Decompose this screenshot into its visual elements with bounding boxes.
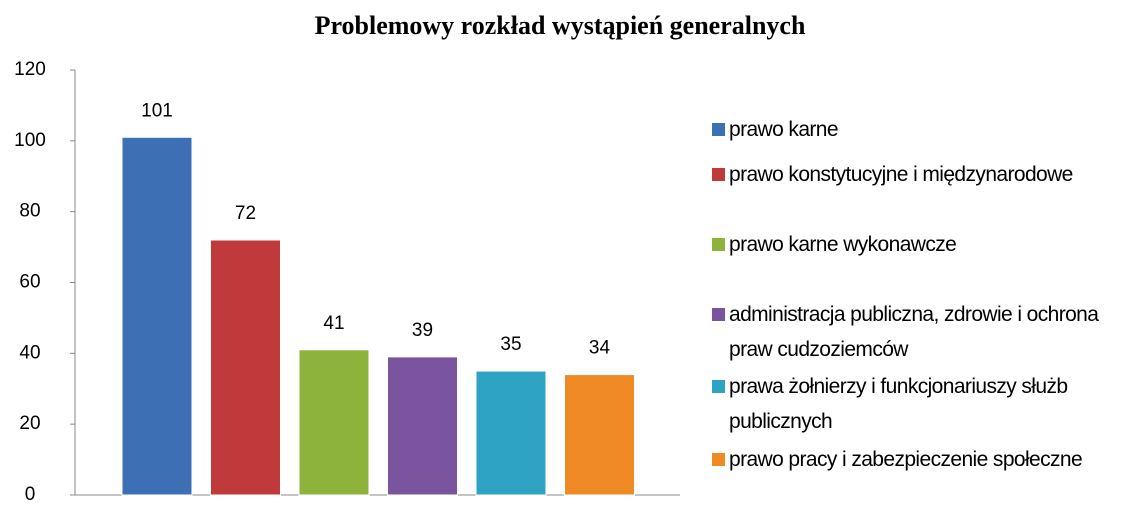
data-label: 101 bbox=[141, 100, 173, 121]
legend-item: prawa żołnierzy i funkcjonariuszy służb … bbox=[712, 369, 1122, 439]
legend-label: administracja publiczna, zdrowie i ochro… bbox=[729, 303, 1099, 361]
y-tick-label: 80 bbox=[19, 201, 40, 222]
bar bbox=[298, 349, 370, 496]
data-label: 35 bbox=[500, 334, 521, 355]
y-tick-label: 0 bbox=[25, 484, 36, 505]
legend-swatch bbox=[712, 380, 725, 393]
data-label: 34 bbox=[589, 338, 611, 359]
y-tick-label: 20 bbox=[19, 413, 40, 434]
bar bbox=[210, 239, 281, 496]
bar bbox=[564, 374, 635, 496]
legend-label: prawo pracy i zabezpieczenie społeczne bbox=[729, 448, 1083, 471]
legend-swatch bbox=[712, 238, 725, 251]
bar bbox=[121, 136, 193, 496]
legend-swatch bbox=[712, 453, 725, 466]
legend-label: prawo konstytucyjne i międzynarodowe bbox=[729, 163, 1073, 186]
y-tick-label: 40 bbox=[19, 342, 40, 363]
legend-item: prawo karne wykonawcze bbox=[712, 227, 1122, 262]
legend-item: prawo karne bbox=[712, 112, 1122, 147]
legend-label: prawo karne bbox=[729, 118, 839, 141]
legend-swatch bbox=[712, 308, 725, 321]
legend-swatch bbox=[712, 123, 725, 136]
y-tick-label: 120 bbox=[14, 59, 46, 80]
legend-label: prawa żołnierzy i funkcjonariuszy służb … bbox=[729, 375, 1068, 433]
bar bbox=[475, 370, 547, 496]
legend-label: prawo karne wykonawcze bbox=[729, 233, 957, 256]
legend-item: prawo pracy i zabezpieczenie społeczne bbox=[712, 442, 1122, 477]
y-tick-label: 60 bbox=[19, 272, 40, 293]
data-label: 39 bbox=[412, 320, 433, 341]
legend-swatch bbox=[712, 168, 725, 181]
data-label: 41 bbox=[323, 313, 344, 334]
legend-item: prawo konstytucyjne i międzynarodowe bbox=[712, 157, 1122, 192]
data-label: 72 bbox=[235, 203, 256, 224]
bar bbox=[387, 356, 458, 496]
chart-title: Problemowy rozkład wystąpień generalnych bbox=[315, 11, 806, 40]
y-tick-label: 100 bbox=[14, 130, 46, 151]
legend-item: administracja publiczna, zdrowie i ochro… bbox=[712, 297, 1122, 367]
